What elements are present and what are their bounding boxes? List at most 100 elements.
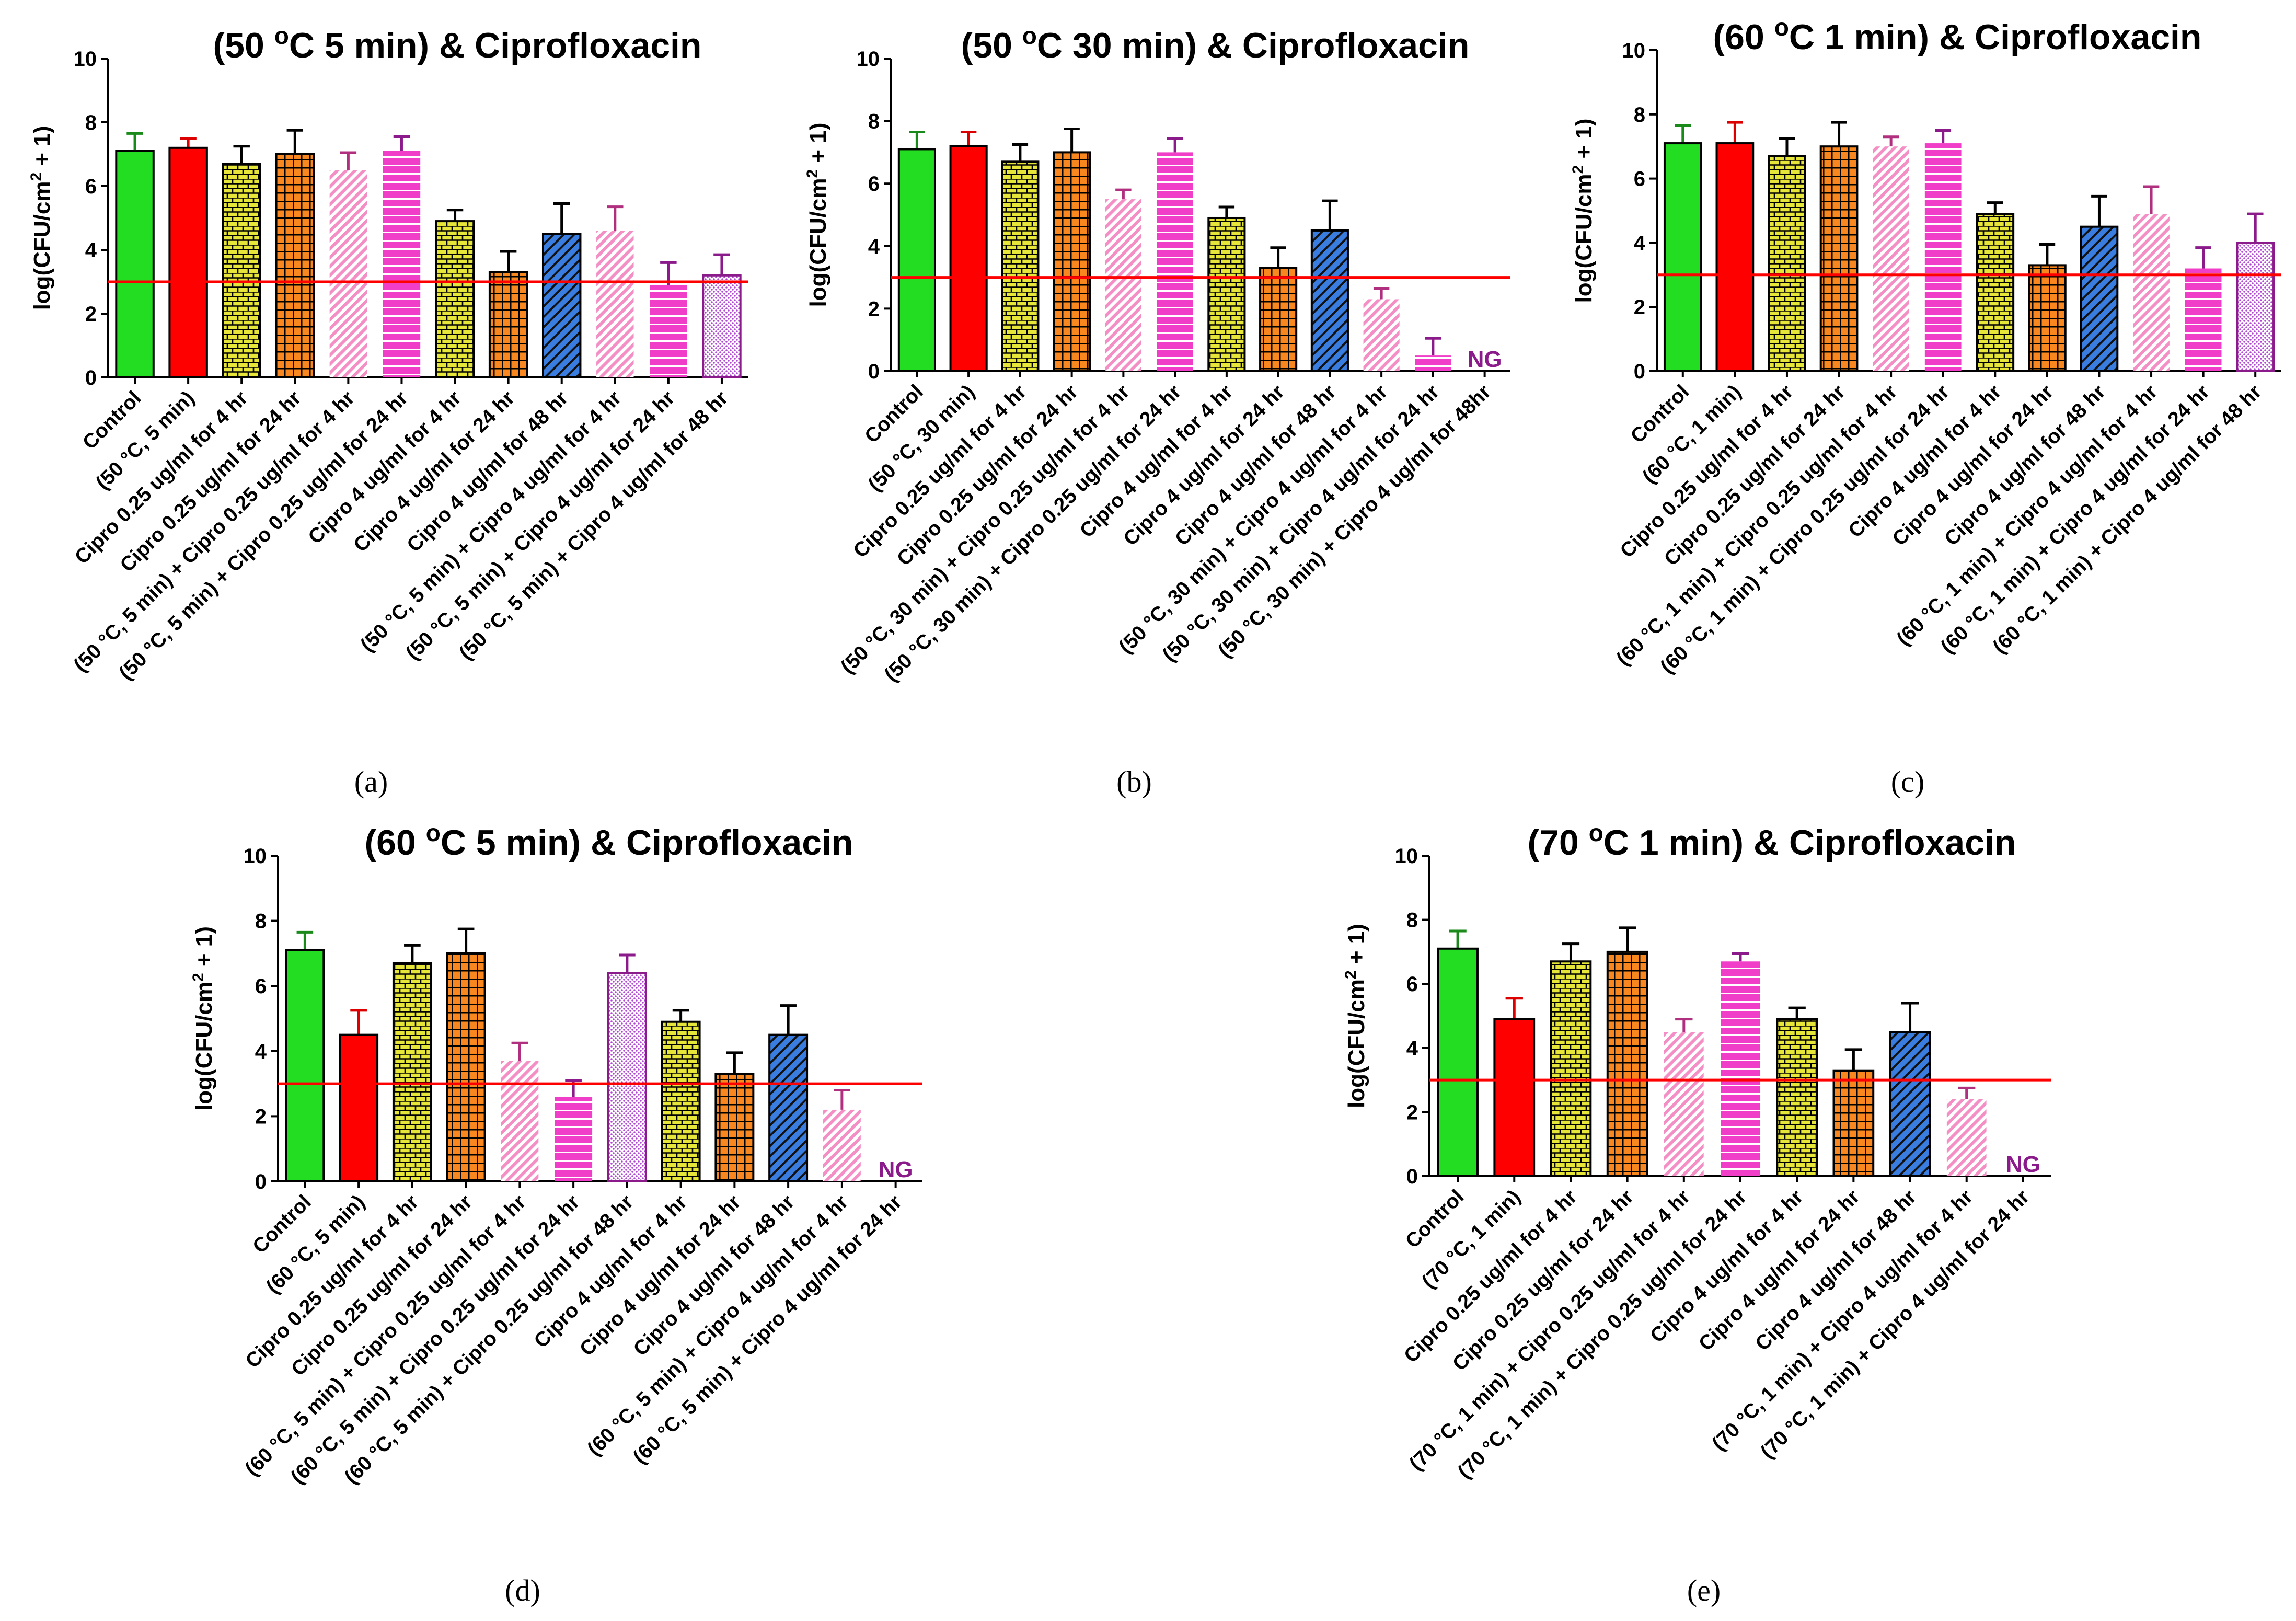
bar <box>1437 947 1479 1178</box>
ng-label: NG <box>1468 347 1502 372</box>
y-tick-label: 2 <box>85 303 97 326</box>
y-axis-label-part: + 1) <box>805 123 831 169</box>
y-axis-label: log(CFU/cm2 + 1) <box>28 126 55 311</box>
y-axis-label-part: log(CFU/cm <box>29 181 55 311</box>
bar <box>1776 1018 1818 1177</box>
chart-title-part: C 1 min) & Ciprofloxacin <box>1603 823 2016 863</box>
bar <box>596 231 634 377</box>
chart-title-superscript: o <box>1774 14 1789 41</box>
chart-panel-c: (60 oC 1 min) & Ciprofloxacinlog(CFU/cm2… <box>1570 14 2281 799</box>
chart-title: (70 oC 1 min) & Ciprofloxacin <box>1528 819 2016 863</box>
bar <box>446 952 486 1183</box>
bar <box>285 949 325 1183</box>
y-axis-label-superscript: 2 <box>1342 970 1359 979</box>
y-tick-label: 0 <box>255 1170 267 1193</box>
bar <box>1924 143 1962 371</box>
bar <box>501 1061 539 1181</box>
chart-panel-a: (50 oC 5 min) & Ciprofloxacinlog(CFU/cm2… <box>28 22 748 799</box>
y-axis-label-part: + 1) <box>1344 924 1369 970</box>
panel-caption: (a) <box>354 765 388 799</box>
bar <box>2028 264 2067 372</box>
y-axis-label-superscript: 2 <box>804 169 821 178</box>
y-tick-label: 8 <box>255 910 267 933</box>
y-tick-label: 10 <box>74 48 97 71</box>
y-axis-label: log(CFU/cm2 + 1) <box>190 926 217 1111</box>
bar <box>607 972 647 1183</box>
bar <box>1363 299 1400 371</box>
chart-title-superscript: o <box>1589 819 1603 846</box>
y-axis-label-part: + 1) <box>1571 119 1597 165</box>
chart-title: (50 oC 30 min) & Ciprofloxacin <box>961 22 1470 65</box>
bar <box>115 150 155 378</box>
chart-title-part: C 30 min) & Ciprofloxacin <box>1037 26 1469 65</box>
bar <box>768 1033 809 1183</box>
bar <box>1053 151 1091 372</box>
bar <box>168 146 208 378</box>
y-tick-label: 8 <box>1406 909 1418 932</box>
bar <box>1664 1032 1704 1176</box>
bar <box>1889 1031 1931 1178</box>
y-axis-label-part: + 1) <box>29 126 55 173</box>
bar <box>1873 146 1909 371</box>
chart-title-superscript: o <box>1022 22 1037 49</box>
y-tick-label: 6 <box>85 175 97 198</box>
panel-caption: (e) <box>1687 1573 1721 1607</box>
y-tick-label: 6 <box>255 975 267 998</box>
y-tick-label: 4 <box>85 239 97 262</box>
bar <box>1606 950 1648 1178</box>
bar <box>1768 155 1806 372</box>
y-axis-label-part: log(CFU/cm <box>191 982 217 1111</box>
bar <box>1415 355 1451 371</box>
y-tick-label: 10 <box>244 845 267 868</box>
y-axis-label: log(CFU/cm2 + 1) <box>1342 924 1369 1108</box>
bar <box>1493 1018 1536 1177</box>
y-tick-label: 10 <box>1395 845 1418 868</box>
chart-panel-b: (50 oC 30 min) & Ciprofloxacin log(CFU/cm… <box>804 22 1510 799</box>
chart-title-part: C 5 min) & Ciprofloxacin <box>289 26 702 65</box>
x-tick-label: (70 °C, 1 min) + Cipro 4 ug/ml for 4 hr <box>1707 1186 1977 1455</box>
chart-title: (60 oC 5 min) & Ciprofloxacin <box>365 819 853 863</box>
y-tick-label: 10 <box>857 48 880 71</box>
bar <box>661 1020 701 1182</box>
bar <box>1550 960 1592 1178</box>
y-axis-label-superscript: 2 <box>190 973 207 982</box>
chart-title-part: (50 <box>961 26 1022 65</box>
y-axis-label-part: log(CFU/cm <box>1571 174 1597 303</box>
bar <box>823 1109 861 1181</box>
y-tick-label: 2 <box>1406 1101 1418 1124</box>
bar <box>339 1033 379 1183</box>
bar <box>949 145 988 372</box>
bar <box>435 220 475 378</box>
y-tick-label: 4 <box>868 235 880 258</box>
y-axis-label-superscript: 2 <box>28 173 45 181</box>
bar <box>2185 268 2222 371</box>
panel-caption: (c) <box>1891 765 1924 799</box>
y-axis-label: log(CFU/cm2 + 1) <box>804 123 831 307</box>
panel-caption: (d) <box>505 1573 540 1607</box>
bar <box>329 170 367 377</box>
y-tick-label: 0 <box>85 366 97 389</box>
bar <box>555 1097 593 1181</box>
bar <box>897 148 936 372</box>
bar <box>275 153 315 378</box>
chart-title: (60 oC 1 min) & Ciprofloxacin <box>1713 14 2202 57</box>
chart-title-part: C 5 min) & Ciprofloxacin <box>441 823 853 863</box>
bar <box>1157 152 1193 371</box>
bar <box>392 962 432 1182</box>
x-tick-label: (70 °C, 1 min) + Cipro 4 ug/ml for 24 hr <box>1756 1186 2034 1463</box>
bar <box>702 274 742 378</box>
bar <box>1715 142 1755 372</box>
chart-title-superscript: o <box>274 22 289 49</box>
chart-panel-d: (60 oC 5 min) & Ciprofloxacin log(CFU/cm2… <box>190 819 922 1607</box>
bar <box>541 233 582 378</box>
y-tick-label: 8 <box>868 110 880 133</box>
bar <box>1946 1099 1987 1176</box>
chart-title-part: (60 <box>365 823 426 863</box>
bar <box>1663 142 1702 372</box>
bar <box>1105 199 1141 371</box>
bar <box>650 285 687 377</box>
y-tick-label: 10 <box>1622 39 1646 62</box>
bar <box>383 151 421 377</box>
y-tick-label: 6 <box>1634 168 1645 191</box>
